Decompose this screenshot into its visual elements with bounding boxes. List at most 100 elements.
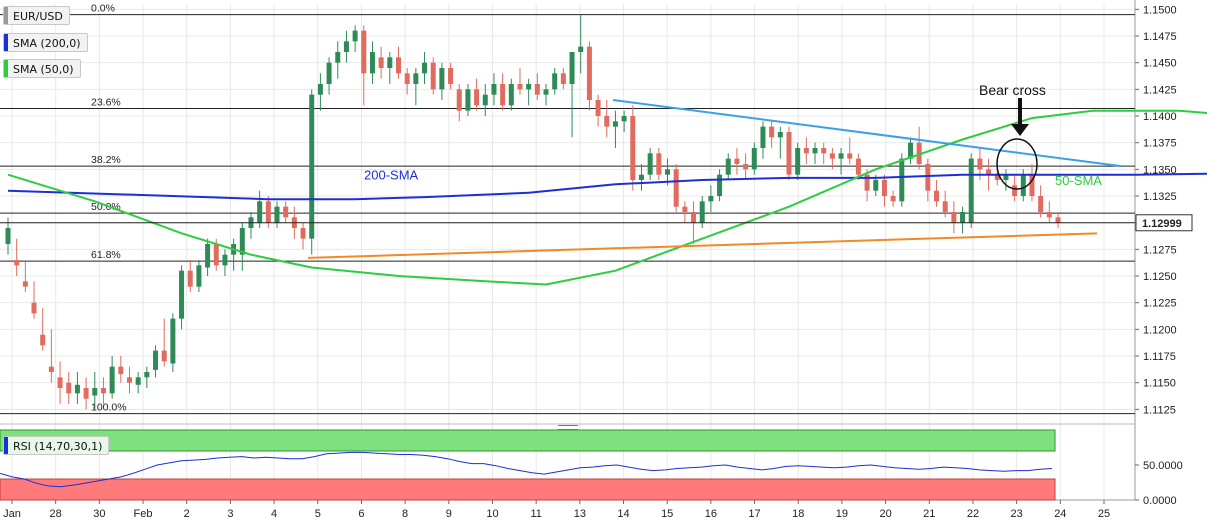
candle-body-down [517,84,523,90]
rsi-badge[interactable]: RSI (14,70,30,1) [3,436,110,455]
candle-body-down [448,68,454,84]
x-tick-label: 23 [1011,508,1023,520]
fib-level-label: 23.6% [91,97,121,109]
x-tick-label: 5 [315,508,321,520]
candle-body-up [153,350,159,370]
candle-body-down [14,260,20,266]
candle-body-down [213,244,219,266]
x-tick-label: 28 [50,508,62,520]
candle-body-up [343,41,349,52]
candle-body-up [612,121,618,127]
y-tick-label: 1.1450 [1143,58,1177,70]
candle-body-down [100,388,106,394]
candle-body-down [743,164,749,170]
y-tick-label: 1.1250 [1143,271,1177,283]
candle-body-down [916,142,922,164]
x-tick-label: 22 [967,508,979,520]
candle-body-down [430,62,436,90]
candle-body-up [144,372,150,378]
candle-body-up [543,89,549,95]
candle-body-up [465,89,471,111]
candle-body-down [934,190,940,202]
candle-body-up [578,46,584,52]
candle-body-up [1020,174,1026,196]
candle-body-down [977,158,983,170]
candle-body-down [500,84,506,106]
candle-body-down [534,84,540,95]
candle-body-up [873,180,879,191]
candle-body-down [283,206,289,218]
candle-body-up [239,228,245,255]
pane-resize-handle[interactable] [558,425,578,430]
candle-body-up [274,206,280,223]
lower-trendline [307,232,1098,259]
candle-body-down [126,377,132,383]
fib-level-label: 38.2% [91,154,121,166]
candle-body-down [83,388,89,399]
candle-body-up [109,366,115,394]
candle-body-down [864,174,870,191]
candle-body-down [604,116,610,127]
candle-body-down [48,366,54,372]
candle-body-down [821,148,827,154]
candle-body-up [760,126,766,148]
symbol-badge[interactable]: EUR/USD [3,6,70,25]
sma200-badge[interactable]: SMA (200,0) [3,33,88,52]
current-price-label: 1.12999 [1142,218,1182,230]
sma50-badge[interactable]: SMA (50,0) [3,59,81,78]
sma50-line [7,109,1207,286]
candle-body-up [569,52,575,84]
sma200-annotation: 200-SMA [364,168,419,183]
candle-body-up [508,84,514,106]
candle-body-up [482,94,488,106]
candle-body-up [439,68,445,90]
candle-body-up [335,52,341,63]
candle-body-down [474,89,480,106]
candle-body-down [31,302,37,314]
x-tick-label: 10 [486,508,498,520]
candle-body-down [560,73,566,84]
x-tick-label: 30 [93,508,105,520]
candle-body-down [1029,174,1035,196]
candle-body-down [682,206,688,212]
candle-body-up [751,148,757,170]
x-tick-label: 13 [574,508,586,520]
rsi-oversold-zone [0,478,1056,501]
candle-body-up [352,30,358,42]
bear-cross-circle [996,138,1038,190]
candle-body-up [699,201,705,223]
candle-body-up [795,148,801,175]
candle-body-up [491,84,497,95]
candle-body-up [647,153,653,175]
candle-body-up [638,174,644,180]
candle-body-down [951,212,957,223]
x-tick-label: 21 [923,508,935,520]
candle-body-down [890,196,896,202]
candle-body-down [986,169,992,175]
candle-body-down [595,100,601,116]
candle-body-up [205,244,211,268]
y-tick-label: 1.1400 [1143,111,1177,123]
bear-cross-annotation: Bear cross [979,82,1046,98]
x-tick-label: 15 [661,508,673,520]
sma50-swatch [4,60,8,77]
candle-body-down [161,350,167,362]
candle-body-up [899,158,905,202]
candle-body-up [413,73,419,84]
sma200-badge-label: SMA (200,0) [13,37,81,50]
y-tick-label: 1.1150 [1143,378,1176,390]
candle-body-down [118,366,124,375]
candle-body-up [196,265,202,287]
candle-body-down [265,201,271,223]
y-tick-label: 1.1425 [1143,84,1177,96]
candle-body-down [786,132,792,175]
candle-body-down [734,158,740,164]
candle-body-down [1012,185,1018,196]
candle-body-up [812,148,818,154]
candle-body-down [187,270,193,287]
candle-body-down [673,169,679,207]
rsi-y-tick-label: 0.0000 [1143,495,1177,507]
x-tick-label: Feb [134,508,153,520]
candle-body-down [40,334,46,346]
candle-body-down [829,153,835,159]
